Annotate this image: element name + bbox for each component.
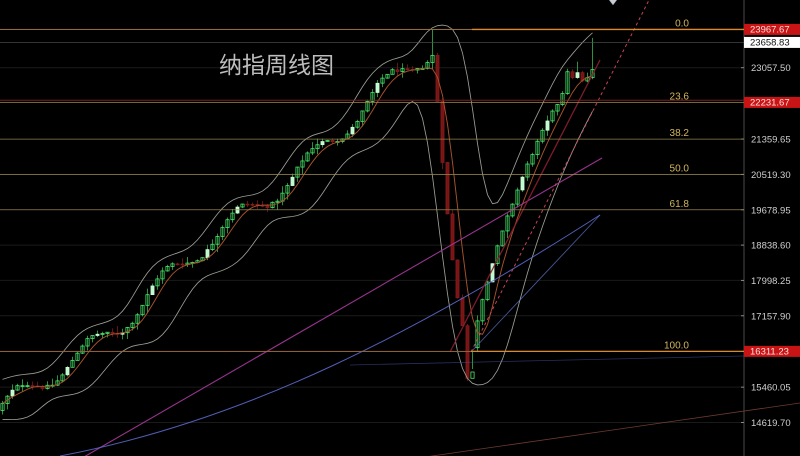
svg-text:100.0: 100.0 [664,340,689,351]
svg-text:21359.65: 21359.65 [751,135,791,146]
svg-text:61.8: 61.8 [670,199,690,210]
svg-text:18838.60: 18838.60 [751,241,791,252]
svg-text:17157.90: 17157.90 [751,311,791,322]
svg-text:19678.95: 19678.95 [751,205,791,216]
svg-text:15460.05: 15460.05 [751,383,791,394]
svg-text:38.2: 38.2 [670,128,690,139]
svg-text:23.6: 23.6 [670,91,690,102]
svg-text:50.0: 50.0 [670,163,690,174]
svg-text:14619.70: 14619.70 [751,418,791,429]
svg-text:23967.67: 23967.67 [750,25,790,36]
svg-text:23057.50: 23057.50 [751,63,791,74]
svg-text:20519.30: 20519.30 [751,170,791,181]
svg-text:0.0: 0.0 [675,18,689,29]
svg-text:17998.25: 17998.25 [751,276,791,287]
svg-text:23658.83: 23658.83 [750,38,790,49]
svg-text:16311.23: 16311.23 [750,347,789,358]
svg-text:22231.67: 22231.67 [750,98,790,109]
